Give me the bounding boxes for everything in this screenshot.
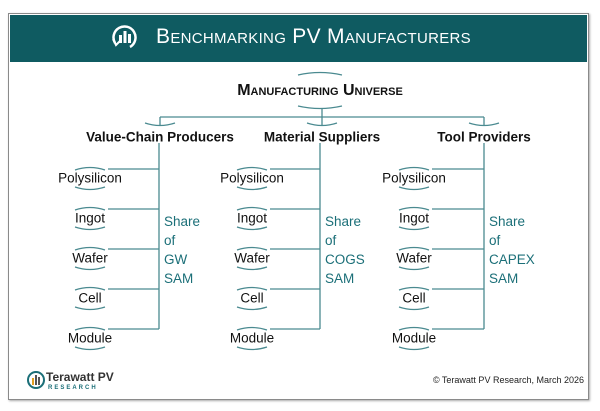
stage-node: Wafer [396, 250, 432, 266]
node-bracket [236, 246, 268, 251]
node-bracket [144, 122, 176, 127]
logo-name: Terawatt PV [46, 370, 114, 384]
title-banner: Benchmarking PV Manufacturers [10, 15, 587, 62]
share-label-line: Share [164, 214, 201, 229]
column-header: Material Suppliers [263, 129, 381, 145]
share-label-line: COGS [325, 252, 365, 267]
share-label-line: of [164, 233, 176, 248]
chart-cycle-icon [112, 25, 137, 49]
node-bracket [398, 306, 430, 311]
stage-node: Module [229, 330, 275, 346]
share-label-line: GW [164, 252, 188, 267]
share-label-line: Share [325, 214, 362, 229]
node-bracket [236, 326, 268, 331]
stage-node: Module [67, 330, 113, 346]
share-label: Share of CAPEX SAM [489, 212, 549, 288]
node-bracket [74, 246, 106, 251]
node-bracket [74, 326, 106, 331]
share-label-line: SAM [164, 271, 194, 286]
node-bracket [236, 266, 268, 271]
node-bracket [297, 71, 343, 76]
copyright: © Terawatt PV Research, March 2026 [432, 375, 584, 385]
node-bracket [468, 122, 500, 127]
share-label: Share of COGS SAM [325, 212, 385, 288]
node-bracket [74, 306, 106, 311]
node-bracket [74, 266, 106, 271]
stage-node: Polysilicon [220, 170, 284, 186]
node-bracket [236, 346, 268, 351]
stage-node: Ingot [236, 210, 268, 226]
node-bracket [74, 206, 106, 211]
logo-subtitle: RESEARCH [48, 385, 98, 391]
stage-node: Cell [402, 290, 426, 306]
share-label-line: Share [489, 214, 526, 229]
terawatt-logo: Terawatt PV RESEARCH [26, 369, 114, 396]
column-header: Tool Providers [437, 129, 531, 145]
node-bracket [74, 346, 106, 351]
node-bracket [236, 306, 268, 311]
node-bracket [236, 286, 268, 291]
share-label-line: of [489, 233, 501, 248]
node-bracket [398, 186, 430, 191]
node-bracket [74, 186, 106, 191]
node-bracket [398, 166, 430, 171]
stage-node: Ingot [398, 210, 430, 226]
root-node: Manufacturing Universe [237, 82, 403, 99]
stage-node: Cell [240, 290, 264, 306]
stage-node: Wafer [72, 250, 108, 266]
node-bracket [236, 166, 268, 171]
node-bracket [297, 105, 343, 110]
node-bracket [398, 206, 430, 211]
logo-icon [27, 371, 45, 389]
node-bracket [398, 286, 430, 291]
stage-node: Polysilicon [382, 170, 446, 186]
share-label-line: of [325, 233, 337, 248]
node-bracket [236, 206, 268, 211]
node-bracket [398, 346, 430, 351]
stage-node: Module [391, 330, 437, 346]
diagram-frame [8, 13, 589, 400]
node-bracket [398, 246, 430, 251]
share-label-line: SAM [489, 271, 519, 286]
stage-node: Wafer [234, 250, 270, 266]
stage-node: Cell [78, 290, 102, 306]
page-title: Benchmarking PV Manufacturers [156, 25, 471, 48]
node-bracket [236, 186, 268, 191]
node-bracket [74, 286, 106, 291]
stage-node: Polysilicon [58, 170, 122, 186]
node-bracket [236, 226, 268, 231]
share-label-line: CAPEX [489, 252, 535, 267]
node-bracket [398, 266, 430, 271]
node-bracket [306, 122, 338, 127]
share-label-line: SAM [325, 271, 355, 286]
stage-node: Ingot [74, 210, 106, 226]
share-label: Share of GW SAM [164, 212, 224, 288]
node-bracket [74, 226, 106, 231]
node-bracket [398, 226, 430, 231]
node-bracket [398, 326, 430, 331]
column-header: Value-Chain Producers [86, 129, 234, 145]
node-bracket [74, 166, 106, 171]
